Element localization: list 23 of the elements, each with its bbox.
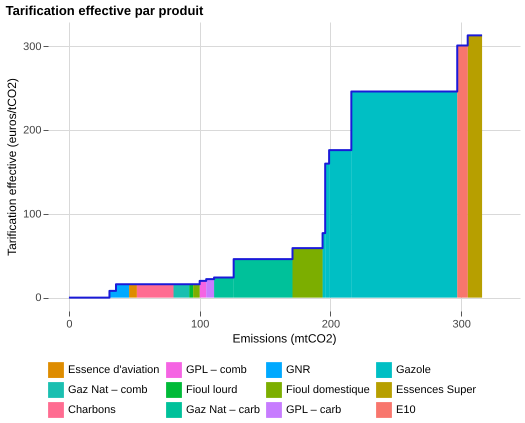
legend-label: Essences Super xyxy=(396,384,476,396)
legend-label: E10 xyxy=(396,404,416,416)
y-tick-label: 300 xyxy=(23,40,42,53)
legend-label: Charbons xyxy=(68,404,116,416)
x-tick-label: 200 xyxy=(322,318,340,330)
y-axis-title: Tarification effective (euros/tCO2) xyxy=(5,78,20,256)
legend-label: GPL – carb xyxy=(286,404,342,416)
x-axis-title: Emissions (mtCO2) xyxy=(232,332,337,346)
legend-label: GNR xyxy=(286,364,310,376)
y-tick-label: 0 xyxy=(35,292,42,304)
x-tick-label: 300 xyxy=(452,318,471,330)
legend-label: Fioul domestique xyxy=(286,384,370,396)
legend-label: Fioul lourd xyxy=(186,384,238,396)
legend-label: Essence d'aviation xyxy=(68,364,160,376)
legend-label: Gaz Nat – comb xyxy=(68,384,148,396)
legend-label: Gaz Nat – carb xyxy=(186,404,260,416)
x-tick-label: 100 xyxy=(190,318,210,330)
legend-label: GPL – comb xyxy=(186,364,247,376)
chart-title: Tarification effective par produit xyxy=(6,3,204,18)
x-tick-label: 0 xyxy=(66,318,72,330)
y-tick-label: 100 xyxy=(23,208,42,220)
y-tick-label: 200 xyxy=(23,124,42,137)
legend-label: Gazole xyxy=(396,364,431,376)
